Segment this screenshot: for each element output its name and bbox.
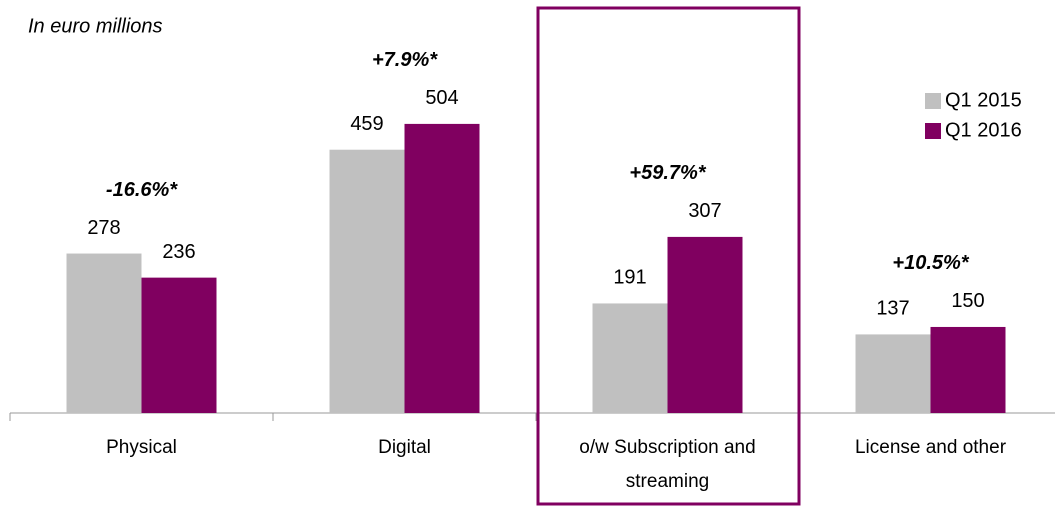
bar: [667, 236, 743, 413]
data-label: 504: [425, 87, 458, 109]
bar: [930, 326, 1006, 413]
data-label: 150: [951, 290, 984, 312]
legend-swatch: [925, 93, 941, 109]
bar: [404, 123, 480, 414]
x-label-box: Digital: [378, 437, 431, 458]
data-label: 278: [87, 217, 120, 239]
x-label-box: o/w Subscription and streaming: [579, 437, 756, 492]
annotation: +10.5%*: [892, 252, 969, 274]
bar: [141, 277, 217, 413]
x-tick-label: License and other: [854, 437, 1007, 458]
annotation: +7.9%*: [372, 49, 438, 71]
legend-label: Q1 2015: [945, 89, 1022, 111]
x-tick-label: o/w Subscription and streaming: [579, 437, 756, 492]
legend-swatch: [925, 123, 941, 139]
bar: [855, 334, 931, 413]
legend-label: Q1 2016: [945, 119, 1022, 141]
x-label-box: License and other: [854, 437, 1007, 458]
annotation: +59.7%*: [629, 162, 706, 184]
annotation: -16.6%*: [106, 179, 178, 201]
data-label: 459: [350, 113, 383, 135]
x-tick-label: Physical: [106, 437, 177, 458]
data-label: 137: [876, 298, 909, 320]
x-tick-label: Digital: [378, 437, 431, 458]
bar: [592, 303, 668, 413]
data-label: 307: [688, 200, 721, 222]
data-label: 191: [613, 267, 646, 289]
bar: [329, 149, 405, 413]
highlight-box: [536, 6, 801, 506]
chart-subtitle: In euro millions: [28, 15, 163, 37]
bar: [66, 253, 142, 413]
x-label-box: Physical: [106, 437, 177, 458]
data-label: 236: [162, 241, 195, 263]
